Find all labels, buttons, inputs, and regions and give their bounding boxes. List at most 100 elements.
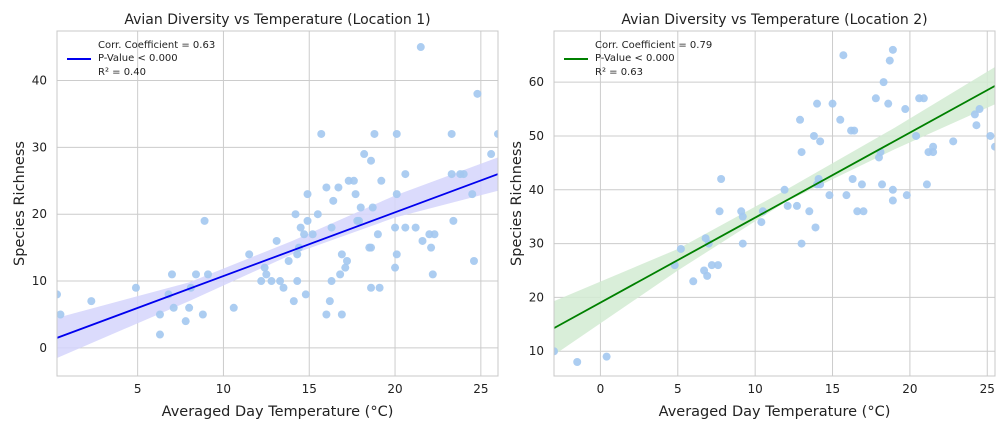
data-point xyxy=(809,131,818,140)
data-point xyxy=(317,129,326,138)
data-point xyxy=(391,263,400,272)
data-point xyxy=(155,310,164,319)
data-point xyxy=(707,261,716,270)
plot-frame xyxy=(56,30,499,377)
chart-location-1: Avian Diversity vs Temperature (Location… xyxy=(12,12,499,420)
y-tick-label: 60 xyxy=(529,75,544,89)
data-point xyxy=(430,230,439,239)
data-point xyxy=(267,277,276,286)
data-point xyxy=(368,203,377,212)
data-point xyxy=(301,290,310,299)
data-point xyxy=(929,148,938,157)
y-tick-label: 20 xyxy=(32,207,47,221)
data-point xyxy=(370,129,379,138)
data-point xyxy=(377,176,386,185)
data-point xyxy=(901,105,910,114)
y-tick-label: 0 xyxy=(39,341,47,355)
data-point xyxy=(334,183,343,192)
y-tick-label: 40 xyxy=(32,73,47,87)
data-point xyxy=(375,283,384,292)
data-point xyxy=(459,170,468,179)
data-point xyxy=(291,210,300,219)
data-point xyxy=(327,277,336,286)
data-point xyxy=(367,283,376,292)
data-point xyxy=(198,310,207,319)
data-point xyxy=(738,212,747,221)
y-axis-label: Species Richness xyxy=(509,141,525,266)
data-point xyxy=(392,129,401,138)
data-point xyxy=(169,303,178,312)
legend: Corr. Coefficient = 0.79 P-Value < 0.000… xyxy=(564,40,712,78)
data-point xyxy=(341,263,350,272)
data-point xyxy=(87,297,96,306)
data-point xyxy=(758,207,767,216)
x-tick-label: 0 xyxy=(597,382,605,396)
data-point xyxy=(349,176,358,185)
data-point xyxy=(303,190,312,199)
data-point xyxy=(229,303,238,312)
y-tick-label: 30 xyxy=(32,140,47,154)
data-point xyxy=(342,257,351,265)
data-point xyxy=(878,180,887,189)
legend-r2: R² = 0.63 xyxy=(595,67,643,78)
data-point xyxy=(797,239,806,248)
data-point xyxy=(416,43,425,52)
data-point xyxy=(191,270,200,279)
data-point xyxy=(276,277,285,286)
data-point xyxy=(805,207,814,216)
data-point xyxy=(257,277,266,286)
data-point xyxy=(839,51,848,60)
regression-line xyxy=(57,173,498,339)
data-point xyxy=(245,250,254,259)
data-point xyxy=(272,236,281,245)
data-point xyxy=(902,191,911,200)
y-tick-label: 30 xyxy=(529,237,544,251)
data-point xyxy=(293,277,302,286)
data-point xyxy=(284,257,293,265)
y-tick-label: 40 xyxy=(529,183,544,197)
x-axis-label: Averaged Day Temperature (°C) xyxy=(162,404,394,420)
x-tick-label: 10 xyxy=(216,382,231,396)
data-point xyxy=(428,270,437,279)
legend-r2: R² = 0.40 xyxy=(98,67,146,78)
data-point xyxy=(757,218,766,227)
chart-location-2: Avian Diversity vs Temperature (Location… xyxy=(509,12,996,420)
data-point xyxy=(391,223,400,232)
data-point xyxy=(975,105,984,114)
data-point xyxy=(816,137,825,146)
data-point xyxy=(469,257,478,265)
data-point xyxy=(796,115,805,124)
data-point xyxy=(260,263,269,272)
data-point xyxy=(783,201,792,210)
x-tick-label: 15 xyxy=(825,382,840,396)
data-point xyxy=(327,223,336,232)
data-point xyxy=(715,207,724,216)
legend-corr: Corr. Coefficient = 0.63 xyxy=(98,40,215,51)
data-point xyxy=(884,99,893,108)
data-point xyxy=(392,190,401,199)
data-point xyxy=(300,230,309,239)
data-point xyxy=(573,358,582,367)
data-point xyxy=(602,352,611,361)
data-point xyxy=(738,239,747,248)
data-point xyxy=(355,216,364,225)
data-point xyxy=(367,156,376,165)
data-point xyxy=(912,131,921,140)
data-point xyxy=(859,207,868,216)
legend-pvalue: P-Value < 0.000 xyxy=(595,53,675,64)
data-point xyxy=(554,347,558,356)
data-point xyxy=(825,191,834,200)
data-point xyxy=(922,180,931,189)
data-point xyxy=(828,99,837,108)
x-tick-label: 20 xyxy=(387,382,402,396)
data-point xyxy=(401,170,410,179)
data-point xyxy=(972,121,981,130)
data-point xyxy=(296,223,305,232)
x-tick-label: 5 xyxy=(134,382,142,396)
data-point xyxy=(279,283,288,292)
x-tick-label: 15 xyxy=(302,382,317,396)
data-point xyxy=(473,89,482,98)
data-point xyxy=(336,270,345,279)
data-point xyxy=(411,223,420,232)
